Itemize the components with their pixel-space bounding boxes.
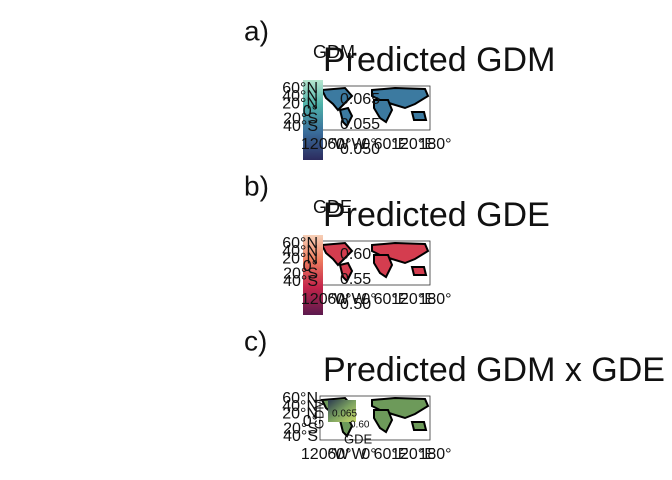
lat-label: 40°N xyxy=(282,398,318,415)
lat-label: 40°S xyxy=(283,118,318,135)
lon-label: 60°W xyxy=(327,291,367,308)
lon-label: 0° xyxy=(361,136,376,153)
colorbar xyxy=(303,235,323,315)
lat-label: 40°N xyxy=(282,88,318,105)
legend-label: 0.55 xyxy=(340,271,371,288)
lon-label: 120°W xyxy=(301,446,350,463)
lat-label: 20°N xyxy=(282,250,318,267)
lon-label: 180° xyxy=(418,291,451,308)
land xyxy=(410,111,428,121)
lon-label: 60°W xyxy=(327,446,367,463)
lat-label: 40°S xyxy=(283,428,318,445)
lat-label: 60°N xyxy=(282,235,318,252)
lon-label: 60°W xyxy=(327,136,367,153)
colorbar xyxy=(303,80,323,160)
lon-label: 120°W xyxy=(301,291,350,308)
map xyxy=(319,240,431,286)
lat-label: 0° xyxy=(303,413,318,430)
legend-side-title: GDM xyxy=(311,399,326,429)
land xyxy=(320,86,354,112)
legend-label: 0.065 xyxy=(340,91,380,108)
land xyxy=(338,261,354,283)
lon-label: 120°E xyxy=(391,291,435,308)
lat-label: 60°N xyxy=(282,80,318,97)
legend-label: 0.50 xyxy=(340,296,371,313)
lon-label: 120°E xyxy=(391,136,435,153)
legend-label: 0.60 xyxy=(350,420,370,431)
lon-label: 0° xyxy=(361,446,376,463)
legend-label: 0.065 xyxy=(332,409,357,420)
lat-label: 0° xyxy=(303,258,318,275)
land xyxy=(410,421,428,431)
panel-label: a) xyxy=(244,15,269,46)
legend-label: 0.60 xyxy=(340,246,371,263)
legend-title: GDE xyxy=(344,431,373,446)
lat-label: 20°N xyxy=(282,405,318,422)
land xyxy=(371,86,430,110)
land xyxy=(373,99,394,124)
legend-title: GDM xyxy=(313,42,355,62)
lon-label: 60°E xyxy=(374,136,409,153)
land xyxy=(373,254,394,279)
lon-label: 180° xyxy=(418,136,451,153)
lat-label: 20°S xyxy=(283,266,318,283)
lon-label: 120°W xyxy=(301,136,350,153)
lon-label: 0° xyxy=(361,291,376,308)
lat-label: 20°N xyxy=(282,95,318,112)
lat-label: 40°S xyxy=(283,273,318,290)
panel-title: Predicted GDM x GDE xyxy=(323,351,665,389)
lat-label: 0° xyxy=(303,103,318,120)
panel-label: c) xyxy=(244,325,267,356)
lon-label: 180° xyxy=(418,446,451,463)
legend-title: GDE xyxy=(313,197,352,217)
lon-label: 60°E xyxy=(374,446,409,463)
lat-label: 20°S xyxy=(283,111,318,128)
land xyxy=(338,106,354,128)
lat-label: 40°N xyxy=(282,243,318,260)
lat-label: 20°S xyxy=(283,421,318,438)
land xyxy=(410,266,428,276)
land xyxy=(371,396,430,420)
panel-title: Predicted GDE xyxy=(323,196,550,234)
lon-label: 120°E xyxy=(391,446,435,463)
land xyxy=(371,241,430,265)
legend-label: 0.055 xyxy=(340,116,380,133)
panel-label: b) xyxy=(244,170,269,201)
legend-label: 0.050 xyxy=(340,141,380,158)
lat-label: 60°N xyxy=(282,390,318,407)
panel-title: Predicted GDM xyxy=(323,41,555,79)
lon-label: 60°E xyxy=(374,291,409,308)
land xyxy=(320,241,354,267)
map xyxy=(319,85,431,131)
bivariate-key xyxy=(328,400,356,422)
land xyxy=(373,409,394,434)
